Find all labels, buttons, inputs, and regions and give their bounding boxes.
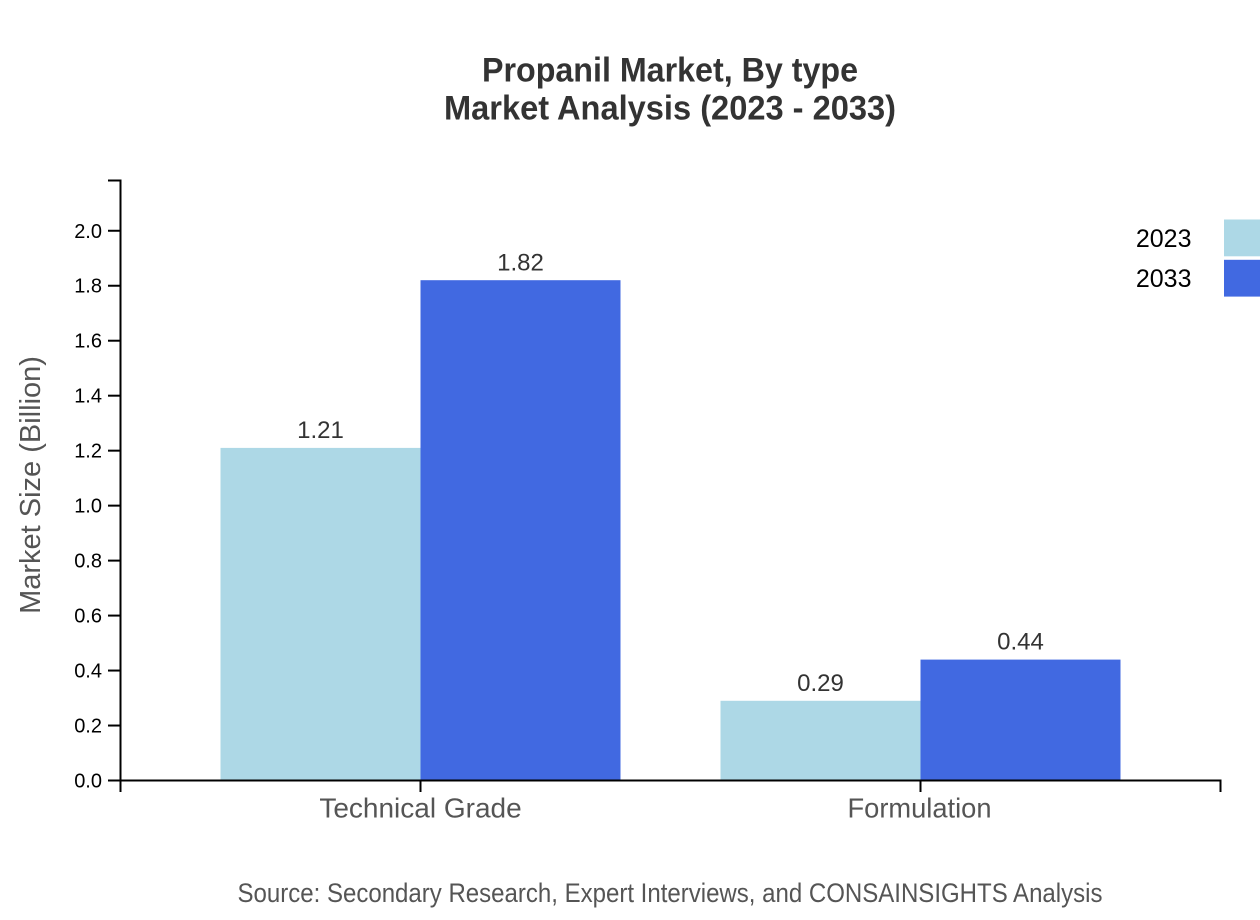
svg-text:Source: Secondary Research, Ex: Source: Secondary Research, Expert Inter…	[238, 878, 1103, 908]
svg-text:0.0: 0.0	[74, 771, 102, 793]
svg-text:2033: 2033	[1136, 265, 1192, 293]
svg-text:1.4: 1.4	[74, 386, 102, 408]
svg-text:0.2: 0.2	[74, 716, 102, 738]
svg-text:1.8: 1.8	[74, 276, 102, 298]
svg-text:0.44: 0.44	[997, 629, 1044, 656]
svg-text:1.6: 1.6	[74, 331, 102, 353]
svg-text:Formulation: Formulation	[848, 793, 992, 824]
svg-text:Market Analysis (2023 - 2033): Market Analysis (2023 - 2033)	[444, 90, 896, 128]
svg-text:0.6: 0.6	[74, 606, 102, 628]
svg-text:Market Size (Billion): Market Size (Billion)	[15, 356, 47, 614]
svg-text:Technical Grade: Technical Grade	[319, 793, 521, 824]
svg-text:1.2: 1.2	[74, 441, 102, 463]
svg-text:1.21: 1.21	[297, 417, 344, 444]
svg-text:0.29: 0.29	[797, 670, 844, 697]
svg-text:2023: 2023	[1136, 225, 1192, 253]
svg-text:1.82: 1.82	[497, 249, 544, 276]
svg-text:0.8: 0.8	[74, 551, 102, 573]
svg-text:1.0: 1.0	[74, 496, 102, 518]
svg-text:0.4: 0.4	[74, 661, 102, 683]
svg-text:2.0: 2.0	[74, 221, 102, 243]
svg-text:Propanil Market, By type: Propanil Market, By type	[482, 52, 858, 90]
